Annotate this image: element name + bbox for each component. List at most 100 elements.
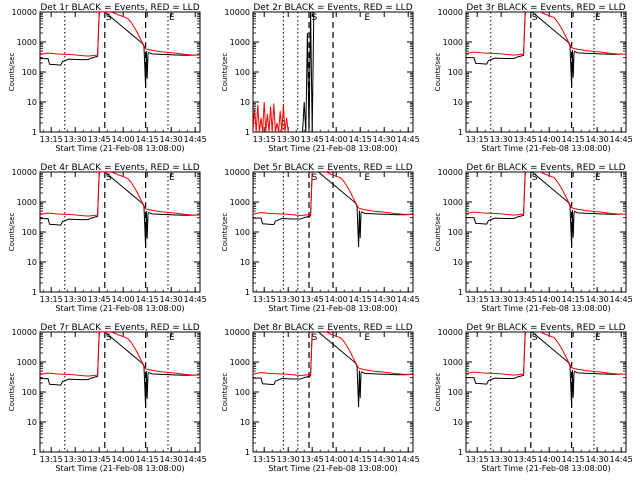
panel-6: Det 6r BLACK = Events, RED = LLD 1 10 100 10…: [434, 163, 633, 313]
y-tick-label: 100: [448, 228, 463, 237]
x-tick-label: 14:30: [586, 295, 609, 304]
x-tick-label: 14:45: [397, 295, 420, 304]
data-layer: [253, 172, 413, 248]
lld-series-line: [40, 332, 200, 377]
x-tick-label: 13:30: [277, 455, 300, 464]
marker-label: E: [364, 333, 370, 343]
x-axis-label: Start Time (21-Feb-08 13:08:00): [481, 144, 610, 153]
x-tick-label: 13:30: [490, 455, 513, 464]
marker-label: S: [106, 333, 112, 343]
panel-8: Det 8r BLACK = Events, RED = LLD 1 10 100 10…: [221, 323, 420, 473]
lld-series-line: [253, 332, 413, 377]
x-tick-label: 13:45: [88, 135, 111, 144]
y-tick-label: 1000: [443, 198, 463, 207]
marker-label: E: [169, 13, 175, 23]
lld-series-line: [466, 332, 626, 376]
y-tick-label: 10: [453, 258, 463, 267]
panel-4: Det 4r BLACK = Events, RED = LLD 1 10 100 10…: [8, 163, 207, 313]
y-axis-label: Counts/sec: [434, 53, 442, 92]
x-tick-label: 14:45: [610, 135, 633, 144]
x-tick-label: 14:00: [112, 455, 135, 464]
data-layer: [253, 12, 315, 132]
x-tick-label: 14:00: [538, 295, 561, 304]
lld-series-line: [466, 12, 626, 56]
x-axis-label: Start Time (21-Feb-08 13:08:00): [268, 144, 397, 153]
y-tick-label: 100: [235, 68, 250, 77]
plot-frame: [39, 331, 201, 453]
x-tick-label: 13:30: [64, 455, 87, 464]
lld-series-line: [40, 12, 200, 57]
marker-label: E: [595, 333, 601, 343]
x-axis-label: Start Time (21-Feb-08 13:08:00): [268, 304, 397, 313]
y-tick-label: 1000: [17, 38, 37, 47]
events-series-line: [466, 12, 626, 87]
x-axis-label: Start Time (21-Feb-08 13:08:00): [55, 464, 184, 473]
plot-frame: [465, 11, 627, 133]
x-tick-label: 14:15: [349, 455, 372, 464]
marker-label: E: [169, 173, 175, 183]
marker-label: S: [532, 173, 538, 183]
panel-title: Det 6r BLACK = Events, RED = LLD: [466, 163, 625, 173]
y-tick-label: 1: [245, 288, 250, 297]
y-tick-label: 10000: [438, 8, 463, 17]
x-tick-label: 14:00: [325, 295, 348, 304]
x-tick-label: 14:45: [397, 455, 420, 464]
y-axis-label: Counts/sec: [221, 53, 229, 92]
marker-label: S: [532, 13, 538, 23]
y-tick-label: 1000: [443, 38, 463, 47]
plot-frame: [39, 11, 201, 133]
y-tick-label: 10: [27, 418, 37, 427]
y-tick-label: 1: [458, 448, 463, 457]
x-tick-label: 13:15: [40, 455, 63, 464]
x-tick-label: 14:15: [349, 295, 372, 304]
x-tick-label: 14:00: [325, 135, 348, 144]
events-series-line: [40, 12, 200, 88]
plot-frame: [39, 171, 201, 293]
y-tick-label: 10000: [225, 168, 250, 177]
x-tick-label: 14:45: [184, 295, 207, 304]
x-tick-label: 14:15: [136, 455, 159, 464]
events-series-line: [466, 332, 626, 407]
events-series-line: [466, 172, 626, 247]
y-tick-label: 10000: [225, 8, 250, 17]
lld-series-line: [253, 172, 413, 217]
x-tick-label: 14:30: [160, 295, 183, 304]
y-tick-label: 10: [240, 98, 250, 107]
data-layer: [466, 12, 626, 87]
y-axis-label: Counts/sec: [434, 213, 442, 252]
y-tick-label: 1: [458, 288, 463, 297]
x-tick-label: 14:30: [160, 455, 183, 464]
x-tick-label: 13:45: [514, 295, 537, 304]
x-tick-label: 14:00: [538, 135, 561, 144]
y-tick-label: 10000: [438, 328, 463, 337]
y-tick-label: 10: [453, 98, 463, 107]
x-tick-label: 14:45: [184, 135, 207, 144]
y-tick-label: 1: [32, 288, 37, 297]
x-tick-label: 14:45: [397, 135, 420, 144]
events-series-line: [302, 12, 315, 132]
x-tick-label: 14:45: [184, 455, 207, 464]
x-tick-label: 14:15: [562, 295, 585, 304]
x-tick-label: 14:00: [538, 455, 561, 464]
panel-title: Det 4r BLACK = Events, RED = LLD: [40, 163, 199, 173]
x-tick-label: 13:30: [64, 135, 87, 144]
data-layer: [40, 172, 200, 248]
panel-title: Det 1r BLACK = Events, RED = LLD: [40, 3, 199, 13]
x-tick-label: 14:30: [373, 455, 396, 464]
marker-label: S: [532, 333, 538, 343]
x-axis-label: Start Time (21-Feb-08 13:08:00): [268, 464, 397, 473]
y-axis-label: Counts/sec: [8, 213, 16, 252]
marker-label: E: [169, 333, 175, 343]
panel-title: Det 5r BLACK = Events, RED = LLD: [253, 163, 412, 173]
data-layer: [40, 332, 200, 408]
x-tick-label: 13:30: [490, 295, 513, 304]
y-tick-label: 1000: [17, 358, 37, 367]
x-axis-label: Start Time (21-Feb-08 13:08:00): [481, 464, 610, 473]
x-tick-label: 13:15: [466, 295, 489, 304]
x-tick-label: 14:45: [610, 455, 633, 464]
x-tick-label: 14:15: [136, 295, 159, 304]
marker-label: S: [106, 13, 112, 23]
lld-series-line: [40, 172, 200, 217]
lld-series-line: [466, 172, 626, 216]
